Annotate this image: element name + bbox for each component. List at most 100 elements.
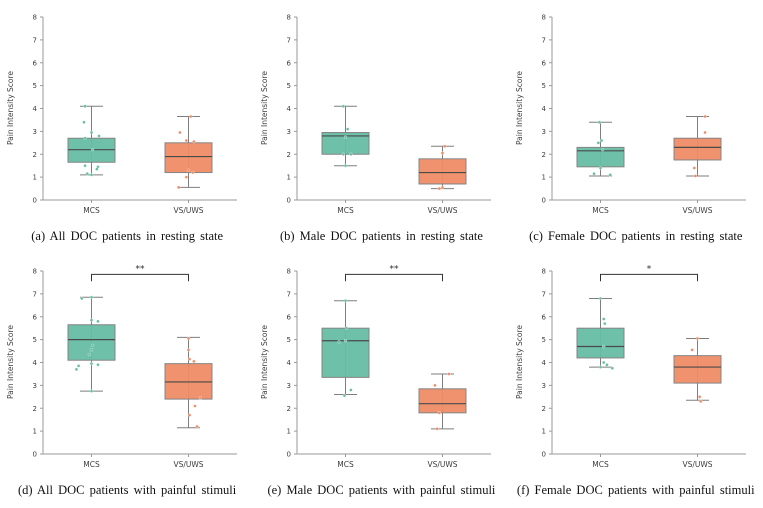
subplot-a: 0 1 2 3 4 5 6 7 8 Pain Intensity Score MCS VS/UWS (…: [0, 0, 254, 254]
data-point: [186, 348, 191, 352]
subplot-f-svg: 0 1 2 3 4 5 6 7 8 Pain Intensity Score MCS VS/UWS *: [515, 264, 746, 469]
y-tick-label: 5: [541, 82, 545, 90]
subplot-a-svg: 0 1 2 3 4 5 6 7 8 Pain Intensity Score MCS VS/UWS: [6, 14, 238, 215]
y-tick-label: 7: [33, 290, 37, 298]
data-point: [96, 363, 100, 367]
y-tick-label: 4: [287, 359, 292, 367]
y-tick-label: 5: [33, 82, 37, 90]
y-tick-label: 7: [287, 36, 291, 44]
data-point: [690, 348, 694, 352]
box-MCS: [67, 324, 116, 361]
y-tick-label: 4: [541, 105, 546, 113]
data-point: [435, 427, 440, 431]
figure-row-resting: 0 1 2 3 4 5 6 7 8 Pain Intensity Score MCS VS/UWS (…: [0, 0, 763, 254]
subplot-f: 0 1 2 3 4 5 6 7 8 Pain Intensity Score MCS VS/UWS * …: [509, 254, 763, 508]
y-tick-label: 3: [33, 382, 37, 390]
y-tick-label: 3: [541, 382, 545, 390]
y-tick-label: 5: [287, 82, 291, 90]
box-MCS: [576, 327, 625, 359]
data-point: [438, 411, 442, 415]
y-tick-label: 6: [33, 59, 38, 67]
data-point: [601, 360, 606, 365]
data-point: [692, 166, 696, 170]
subplot-b: 0 1 2 3 4 5 6 7 8 Pain Intensity Score MCS VS/UWS (…: [254, 0, 508, 254]
data-point: [191, 170, 195, 175]
data-point: [438, 186, 442, 191]
data-point: [601, 317, 606, 321]
y-axis-label: Pain Intensity Score: [515, 71, 524, 145]
y-tick-label: 6: [33, 313, 38, 321]
data-point: [598, 296, 602, 301]
data-point: [91, 148, 95, 152]
subplot-a-caption: (a) All DOC patients in resting state: [31, 229, 224, 243]
box-VS/UWS: [418, 388, 467, 414]
y-tick-label: 6: [287, 313, 292, 321]
data-point: [598, 166, 602, 170]
data-point: [83, 136, 87, 140]
data-point: [693, 174, 697, 178]
y-tick-label: 5: [541, 336, 545, 344]
data-point: [698, 399, 703, 404]
subplot-e-caption: (e) Male DOC patients with painful stimu…: [267, 483, 496, 497]
significance-label: *: [646, 264, 651, 274]
data-point: [192, 140, 196, 144]
x-tick-label: MCS: [592, 206, 609, 215]
y-tick-label: 3: [541, 128, 545, 136]
data-point: [343, 394, 347, 398]
y-tick-label: 2: [541, 151, 545, 159]
y-tick-label: 7: [33, 36, 37, 44]
y-tick-label: 7: [541, 36, 545, 44]
subplot-d-caption: (d) All DOC patients with painful stimul…: [18, 483, 237, 497]
y-tick-label: 6: [541, 59, 546, 67]
data-point: [596, 141, 600, 145]
y-tick-label: 7: [287, 290, 291, 298]
y-tick-label: 2: [541, 405, 545, 413]
data-point: [592, 172, 596, 176]
significance-bracket: [91, 273, 190, 282]
y-tick-label: 5: [33, 336, 37, 344]
y-tick-label: 1: [33, 428, 37, 436]
y-axis-label: Pain Intensity Score: [6, 325, 15, 399]
subplot-b-svg: 0 1 2 3 4 5 6 7 8 Pain Intensity Score MCS VS/UWS: [260, 14, 492, 215]
y-axis-label: Pain Intensity Score: [260, 71, 269, 145]
y-tick-label: 0: [541, 197, 545, 205]
subplot-e-svg: 0 1 2 3 4 5 6 7 8 Pain Intensity Score MCS VS/UWS **: [260, 264, 492, 469]
data-point: [695, 336, 699, 341]
data-point: [83, 104, 87, 108]
y-tick-label: 2: [287, 405, 291, 413]
data-point: [601, 344, 606, 349]
x-tick-label: VS/UWS: [174, 206, 204, 215]
y-tick-label: 1: [287, 428, 291, 436]
data-point: [82, 120, 86, 124]
y-tick-label: 7: [541, 290, 545, 298]
subplot-c: 0 1 2 3 4 5 6 7 8 Pain Intensity Score MCS VS/UWS (…: [509, 0, 763, 254]
y-tick-label: 3: [287, 128, 291, 136]
x-tick-label: MCS: [83, 206, 100, 215]
data-point: [188, 357, 192, 361]
y-tick-label: 3: [287, 382, 291, 390]
y-tick-label: 8: [33, 14, 37, 22]
data-point: [342, 152, 346, 156]
subplot-d-svg: 0 1 2 3 4 5 6 7 8 Pain Intensity Score MCS VS/UWS **: [6, 264, 238, 469]
y-tick-label: 8: [33, 268, 37, 276]
data-point: [441, 185, 445, 190]
data-point: [85, 172, 89, 176]
data-point: [598, 365, 602, 369]
box-MCS: [321, 327, 370, 378]
y-tick-label: 0: [287, 451, 291, 459]
data-point: [80, 296, 84, 301]
data-point: [195, 424, 199, 429]
y-tick-label: 0: [33, 197, 37, 205]
data-point: [87, 352, 92, 357]
data-point: [89, 318, 94, 322]
data-point: [193, 404, 197, 408]
y-tick-label: 3: [33, 128, 37, 136]
data-point: [184, 138, 189, 143]
y-tick-label: 4: [541, 359, 546, 367]
y-tick-label: 1: [287, 174, 291, 182]
significance-bracket: [345, 273, 444, 282]
data-point: [447, 372, 452, 376]
data-point: [192, 359, 196, 364]
x-tick-label: VS/UWS: [174, 460, 204, 469]
